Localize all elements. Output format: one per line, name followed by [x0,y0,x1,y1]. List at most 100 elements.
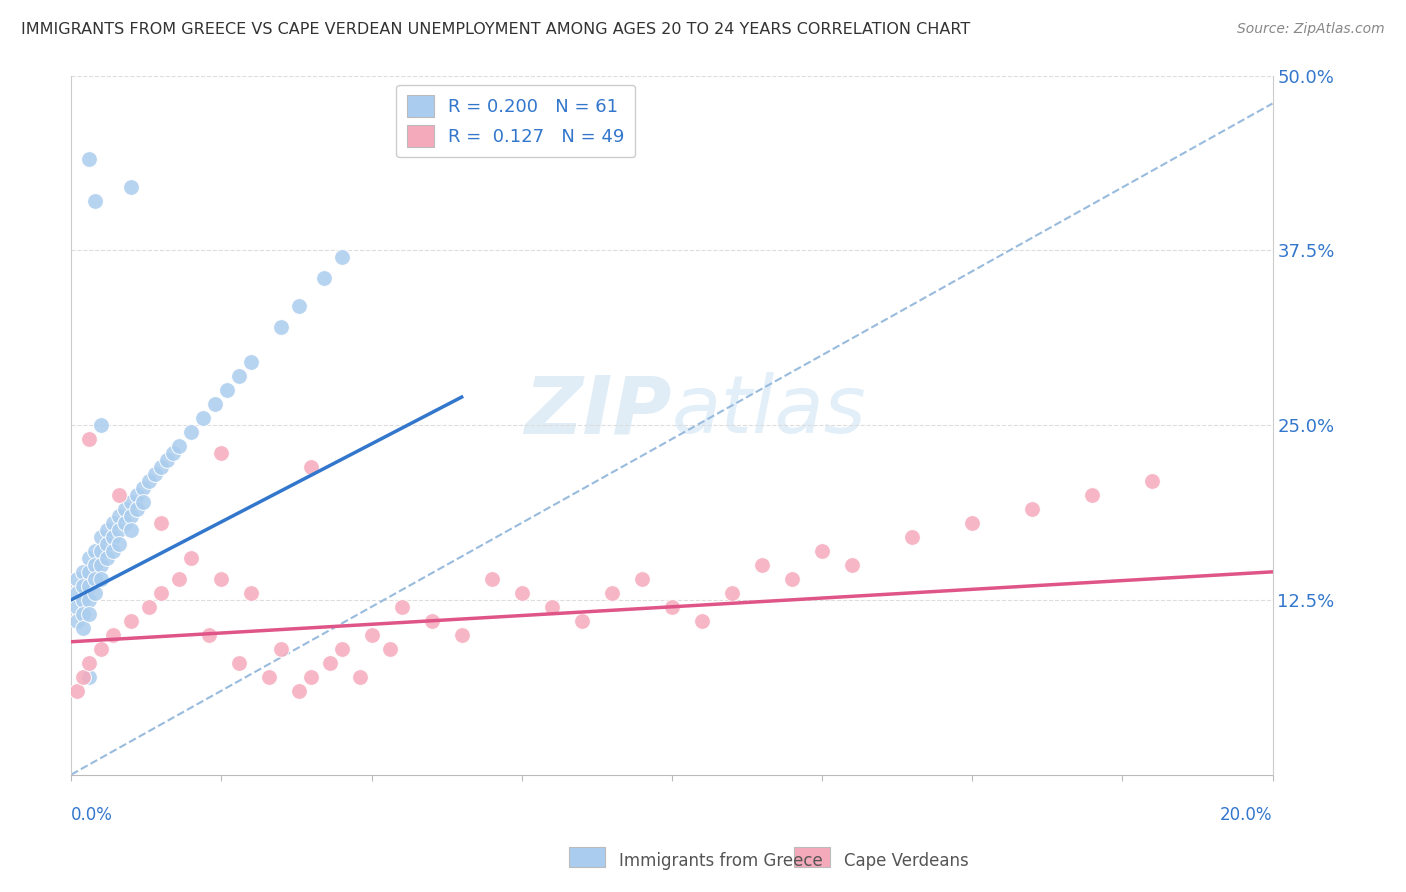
Point [114,502,136,516]
Text: ZIP: ZIP [524,372,672,450]
Text: atlas: atlas [672,372,866,450]
Point [96,550,118,565]
Point [228,656,250,670]
Point [72,592,94,607]
Point [72,565,94,579]
Point [90,641,112,656]
Point [960,516,983,530]
Point [288,299,311,313]
Point [721,586,744,600]
Point [510,586,533,600]
Point [841,558,863,572]
Point [96,537,118,551]
Point [330,250,353,264]
Point [349,670,371,684]
Point [600,586,623,600]
Point [240,355,263,369]
Point [198,628,221,642]
Point [96,523,118,537]
Point [132,481,155,495]
Point [571,614,593,628]
Point [108,537,131,551]
Point [84,194,107,209]
Point [132,495,155,509]
Point [288,683,311,698]
Point [312,271,335,285]
Point [1081,488,1104,502]
Point [204,397,226,411]
Point [90,530,112,544]
Legend: R = 0.200   N = 61, R =  0.127   N = 49: R = 0.200 N = 61, R = 0.127 N = 49 [396,85,636,158]
Point [108,523,131,537]
Point [120,495,142,509]
Point [318,656,340,670]
Point [77,592,100,607]
Point [631,572,654,586]
Point [780,572,803,586]
Point [450,628,472,642]
Point [540,599,562,614]
Point [77,607,100,621]
Point [72,579,94,593]
Point [751,558,773,572]
Point [84,586,107,600]
Text: IMMIGRANTS FROM GREECE VS CAPE VERDEAN UNEMPLOYMENT AMONG AGES 20 TO 24 YEARS CO: IMMIGRANTS FROM GREECE VS CAPE VERDEAN U… [21,22,970,37]
Point [103,530,125,544]
Point [108,488,131,502]
Point [72,621,94,635]
Point [811,544,834,558]
Point [84,544,107,558]
Point [84,572,107,586]
Point [378,641,401,656]
Point [1142,474,1164,488]
Point [114,516,136,530]
Point [301,460,323,475]
Point [138,599,160,614]
Point [72,607,94,621]
Text: 0.0%: 0.0% [72,806,112,824]
Point [270,320,292,334]
Point [138,474,160,488]
Point [661,599,683,614]
Point [66,572,89,586]
Text: Source: ZipAtlas.com: Source: ZipAtlas.com [1237,22,1385,37]
Point [217,383,239,397]
Point [209,572,232,586]
Text: 20.0%: 20.0% [1220,806,1272,824]
Point [150,516,173,530]
Point [120,614,142,628]
Point [127,502,149,516]
Point [90,572,112,586]
Point [162,446,184,460]
Point [66,683,89,698]
Point [77,432,100,446]
Point [156,453,179,467]
Point [66,586,89,600]
Point [103,628,125,642]
Point [150,586,173,600]
Point [301,670,323,684]
Point [84,558,107,572]
Point [180,550,202,565]
Point [690,614,713,628]
Point [901,530,924,544]
Point [270,641,292,656]
Point [240,586,263,600]
Point [360,628,382,642]
Point [143,467,166,481]
Point [72,670,94,684]
Point [103,516,125,530]
Point [120,508,142,523]
Point [77,656,100,670]
Point [259,670,281,684]
Text: Immigrants from Greece: Immigrants from Greece [619,852,823,870]
Point [209,446,232,460]
Point [108,508,131,523]
Point [1021,502,1043,516]
Point [481,572,503,586]
Point [66,599,89,614]
Point [120,523,142,537]
Text: Cape Verdeans: Cape Verdeans [844,852,969,870]
Point [180,425,202,439]
Point [169,572,191,586]
